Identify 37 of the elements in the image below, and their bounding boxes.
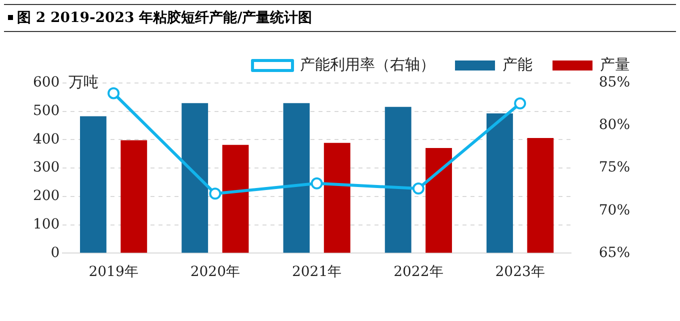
point — [310, 177, 323, 190]
y-tick-label: 200 — [32, 188, 60, 204]
bar — [384, 106, 412, 253]
x-tick-label: 2023年 — [495, 264, 545, 280]
bar — [324, 142, 350, 253]
y-tick-label: 400 — [32, 131, 60, 148]
bar — [527, 138, 554, 253]
y2-tick-label: 85% — [598, 74, 630, 91]
bar — [80, 116, 106, 253]
point — [514, 97, 526, 110]
bar — [182, 103, 208, 253]
y-axis-title: 万吨 — [68, 72, 99, 91]
y-tick-label: 300 — [32, 160, 60, 176]
y2-tick-label: 75% — [598, 160, 630, 176]
y2-tick-label: 65% — [598, 244, 630, 261]
x-tick-label: 2020年 — [190, 264, 240, 280]
bar — [426, 148, 452, 253]
y-tick-label: 0 — [50, 244, 60, 261]
legend-label: 产量 — [600, 55, 630, 74]
x-tick-label: 2019年 — [88, 264, 138, 280]
bar — [283, 103, 310, 253]
y2-tick-label: 70% — [598, 202, 630, 218]
bar — [222, 144, 249, 253]
chart-title: 图 2 2019-2023 年粘胶短纤产能/产量统计图 — [17, 10, 312, 26]
bar — [120, 140, 148, 253]
legend-label: 产能利用率（右轴） — [300, 55, 435, 74]
point — [108, 87, 120, 100]
y-tick-label: 100 — [32, 216, 60, 232]
x-tick-label: 2022年 — [394, 264, 444, 280]
point — [209, 188, 222, 200]
bar — [486, 113, 513, 253]
legend-label: 产能 — [502, 55, 532, 74]
point — [412, 182, 424, 195]
y-tick-label: 600 — [32, 74, 60, 91]
y-tick-label: 500 — [32, 103, 60, 120]
x-tick-label: 2021年 — [292, 264, 342, 280]
y2-tick-label: 80% — [598, 117, 630, 134]
